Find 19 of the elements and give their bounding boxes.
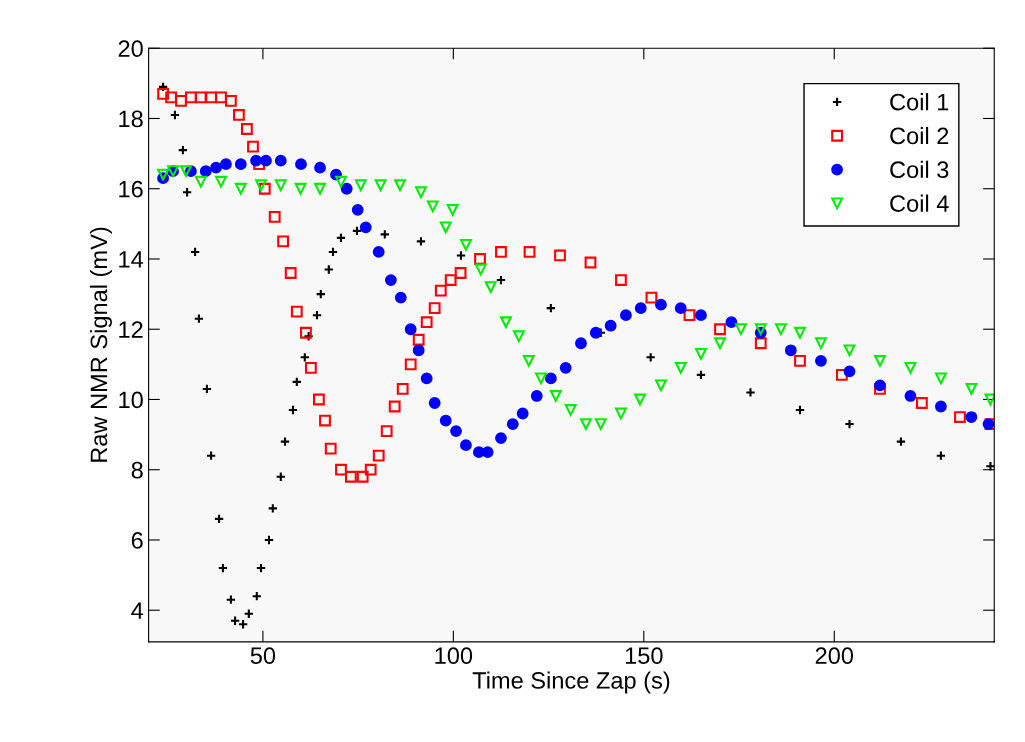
y-tick-label: 6 (131, 532, 143, 549)
legend-label: Coil 4 (890, 194, 949, 212)
x-tick-label: 50 (250, 647, 276, 665)
y-tick-label: 16 (119, 180, 143, 198)
legend-label: Coil 1 (890, 93, 949, 111)
x-tick-label: 150 (625, 647, 663, 665)
y-tick-label: 14 (119, 251, 144, 268)
x-tick-label: 100 (435, 647, 473, 665)
y-tick-label: 4 (131, 602, 144, 619)
y-tick-label: 20 (118, 40, 143, 58)
y-tick-label: 8 (131, 461, 143, 479)
y-tick-label: 10 (119, 391, 143, 409)
x-tick-label: 200 (815, 647, 854, 665)
y-tick-label: 12 (119, 321, 143, 338)
legend-label: Coil 3 (890, 160, 949, 179)
legend-label: Coil 2 (890, 126, 949, 145)
y-axis-title: Raw NMR Signal (mV) (89, 227, 112, 462)
y-tick-label: 18 (119, 110, 143, 128)
x-axis-title: Time Since Zap (s) (472, 671, 670, 694)
